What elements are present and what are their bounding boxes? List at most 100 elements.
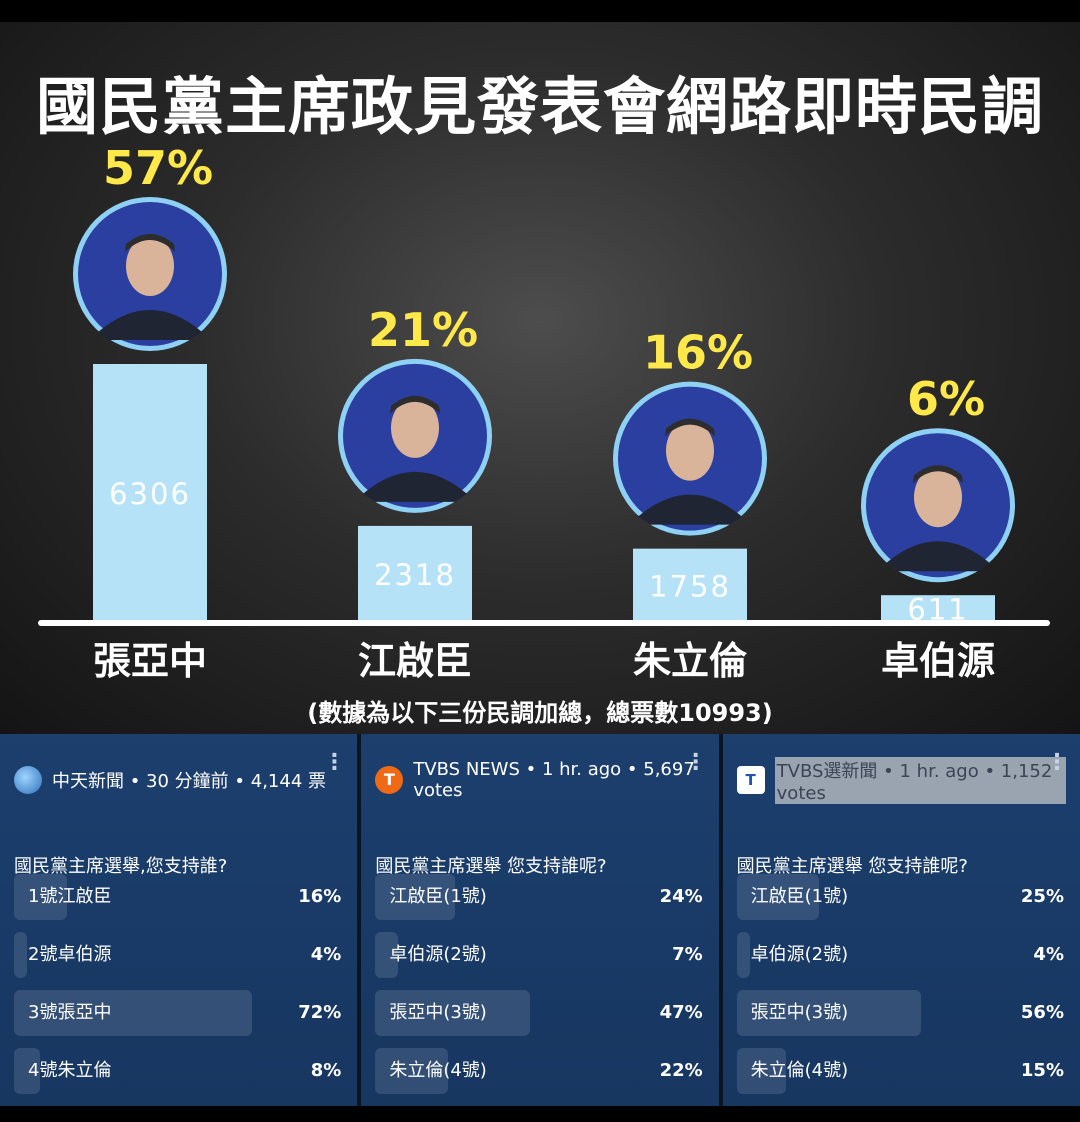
percent-label: 6% xyxy=(907,372,985,426)
poll-source: 中天新聞 • 30 分鐘前 • 4,144 票 xyxy=(52,771,326,792)
poll-option-percent: 7% xyxy=(672,944,703,965)
poll-option[interactable]: 1號江啟臣 16% xyxy=(14,874,341,920)
poll-option-label: 張亞中(3號) xyxy=(750,1002,849,1023)
category-label: 朱立倫 xyxy=(633,639,748,683)
poll-option-fill xyxy=(736,932,750,978)
percent-label: 21% xyxy=(368,303,478,357)
percent-label: 57% xyxy=(103,141,213,195)
poll-card-tvbs: T TVBS NEWS • 1 hr. ago • 5,697 votes ⋮ … xyxy=(361,734,723,1106)
portrait-face-icon xyxy=(126,236,174,296)
poll-option-percent: 25% xyxy=(1020,886,1064,907)
poll-option[interactable]: 卓伯源(2號) 7% xyxy=(375,932,703,978)
bar-2 xyxy=(358,525,472,620)
bar-value-label: 611 xyxy=(907,593,968,627)
percent-label: 16% xyxy=(643,326,753,380)
poll-option-percent: 24% xyxy=(659,886,703,907)
poll-source: TVBS選新聞 • 1 hr. ago • 1,152 votes xyxy=(774,756,1066,804)
poll-option-label: 卓伯源(2號) xyxy=(389,944,487,965)
poll-option-fill xyxy=(14,932,28,978)
portrait-suit-icon xyxy=(638,494,742,525)
portrait-face-icon xyxy=(391,397,439,458)
poll-options: 江啟臣(1號) 24% 卓伯源(2號) 7% 張亞中(3號) 47% 朱立倫(4號) 22% xyxy=(375,874,703,1106)
portrait-face-icon xyxy=(914,467,962,528)
ctitv-logo-icon xyxy=(14,766,42,794)
portrait-hair-icon xyxy=(390,395,440,414)
poll-option-label: 3號張亞中 xyxy=(28,1002,112,1023)
more-options-icon[interactable]: ⋮ xyxy=(323,750,346,775)
poll-question: 國民黨主席選舉 您支持誰呢? xyxy=(736,856,968,877)
poll-option-percent: 47% xyxy=(659,1002,703,1023)
poll-option-fill xyxy=(14,874,67,920)
poll-option-fill xyxy=(375,932,399,978)
poll-source: TVBS NEWS • 1 hr. ago • 5,697 votes xyxy=(413,759,695,801)
poll-option[interactable]: 張亞中(3號) 56% xyxy=(736,990,1064,1036)
polls-strip: 中天新聞 • 30 分鐘前 • 4,144 票 ⋮ 國民黨主席選舉,您支持誰? … xyxy=(0,734,1080,1106)
poll-option-percent: 4% xyxy=(310,944,342,965)
category-label: 江啟臣 xyxy=(358,639,472,683)
poll-card-ctitv: 中天新聞 • 30 分鐘前 • 4,144 票 ⋮ 國民黨主席選舉,您支持誰? … xyxy=(0,734,362,1106)
poll-option-label: 4號朱立倫 xyxy=(28,1060,112,1081)
tvbs-election-logo-icon: T xyxy=(736,766,765,794)
poll-option-fill xyxy=(375,874,455,920)
poll-option-fill xyxy=(14,1048,41,1094)
portrait-hair-icon xyxy=(913,465,963,484)
poll-question: 國民黨主席選舉,您支持誰? xyxy=(14,856,228,877)
poll-option-label: 江啟臣(1號) xyxy=(750,886,849,907)
poll-option-percent: 16% xyxy=(298,886,342,907)
footnote: (數據為以下三份民調加總，總票數10993) xyxy=(307,699,773,727)
poll-option[interactable]: 2號卓伯源 4% xyxy=(14,932,341,978)
more-options-icon[interactable]: ⋮ xyxy=(684,750,707,775)
chart-panel: 國民黨主席政見發表會網路即時民調 6306 57% 張亞中 2318 21% 江啟臣 175… xyxy=(0,22,1080,734)
chart-baseline xyxy=(38,620,1050,626)
poll-option-label: 1號江啟臣 xyxy=(28,886,112,907)
poll-option-fill xyxy=(14,990,252,1036)
poll-question: 國民黨主席選舉 您支持誰呢? xyxy=(375,856,607,877)
portrait-hair-icon xyxy=(125,234,175,252)
portrait-suit-icon xyxy=(886,541,990,572)
poll-option-label: 張亞中(3號) xyxy=(389,1002,487,1023)
poll-option-label: 卓伯源(2號) xyxy=(750,944,849,965)
more-options-icon[interactable]: ⋮ xyxy=(1045,750,1068,775)
poll-card-tvbs-election: T TVBS選新聞 • 1 hr. ago • 1,152 votes ⋮ 國民… xyxy=(722,734,1080,1106)
poll-option[interactable]: 江啟臣(1號) 25% xyxy=(736,874,1064,920)
poll-option-percent: 4% xyxy=(1033,944,1064,965)
poll-options: 江啟臣(1號) 25% 卓伯源(2號) 4% 張亞中(3號) 56% 朱立倫(4號) 15% xyxy=(736,874,1064,1106)
poll-option-fill xyxy=(375,1048,448,1094)
poll-option-fill xyxy=(375,990,531,1036)
poll-option[interactable]: 張亞中(3號) 47% xyxy=(375,990,703,1036)
tvbs-logo-icon: T xyxy=(375,766,404,794)
poll-option[interactable]: 江啟臣(1號) 24% xyxy=(375,874,703,920)
poll-option-label: 江啟臣(1號) xyxy=(389,886,487,907)
poll-header: T TVBS NEWS • 1 hr. ago • 5,697 votes xyxy=(375,759,704,801)
page-title: 國民黨主席政見發表會網路即時民調 xyxy=(35,70,1044,143)
poll-option-percent: 56% xyxy=(1020,1002,1064,1023)
bar-3 xyxy=(633,548,747,620)
poll-options: 1號江啟臣 16% 2號卓伯源 4% 3號張亞中 72% 4號朱立倫 8% xyxy=(14,874,341,1106)
poll-header: T TVBS選新聞 • 1 hr. ago • 1,152 votes xyxy=(736,756,1066,804)
poll-option[interactable]: 朱立倫(4號) 15% xyxy=(736,1048,1064,1094)
category-label: 張亞中 xyxy=(93,639,207,683)
poll-option-percent: 72% xyxy=(298,1002,342,1023)
poll-option-percent: 8% xyxy=(310,1060,342,1081)
poll-header: 中天新聞 • 30 分鐘前 • 4,144 票 xyxy=(14,760,343,800)
poll-option[interactable]: 朱立倫(4號) 22% xyxy=(375,1048,703,1094)
poll-option[interactable]: 卓伯源(2號) 4% xyxy=(736,932,1064,978)
portrait-suit-icon xyxy=(98,310,202,340)
poll-option[interactable]: 4號朱立倫 8% xyxy=(14,1048,341,1094)
bar-value-label: 1758 xyxy=(649,569,731,603)
poll-option[interactable]: 3號張亞中 72% xyxy=(14,990,341,1036)
poll-option-fill xyxy=(736,1048,787,1094)
poll-option-label: 2號卓伯源 xyxy=(28,944,112,965)
poll-option-fill xyxy=(736,990,922,1036)
bar-chart: 6306 57% 張亞中 2318 21% 江啟臣 1758 16% 朱立倫 611 6% 卓伯源 xyxy=(38,141,1050,683)
category-label: 卓伯源 xyxy=(881,639,995,683)
portrait-suit-icon xyxy=(363,471,467,502)
bar-value-label: 6306 xyxy=(109,477,191,511)
poll-option-label: 朱立倫(4號) xyxy=(750,1060,849,1081)
bar-value-label: 2318 xyxy=(374,558,456,592)
poll-option-fill xyxy=(736,874,820,920)
poll-option-percent: 22% xyxy=(659,1060,703,1081)
bar-4 xyxy=(881,595,995,620)
poll-option-label: 朱立倫(4號) xyxy=(389,1060,487,1081)
poll-option-percent: 15% xyxy=(1020,1060,1064,1081)
